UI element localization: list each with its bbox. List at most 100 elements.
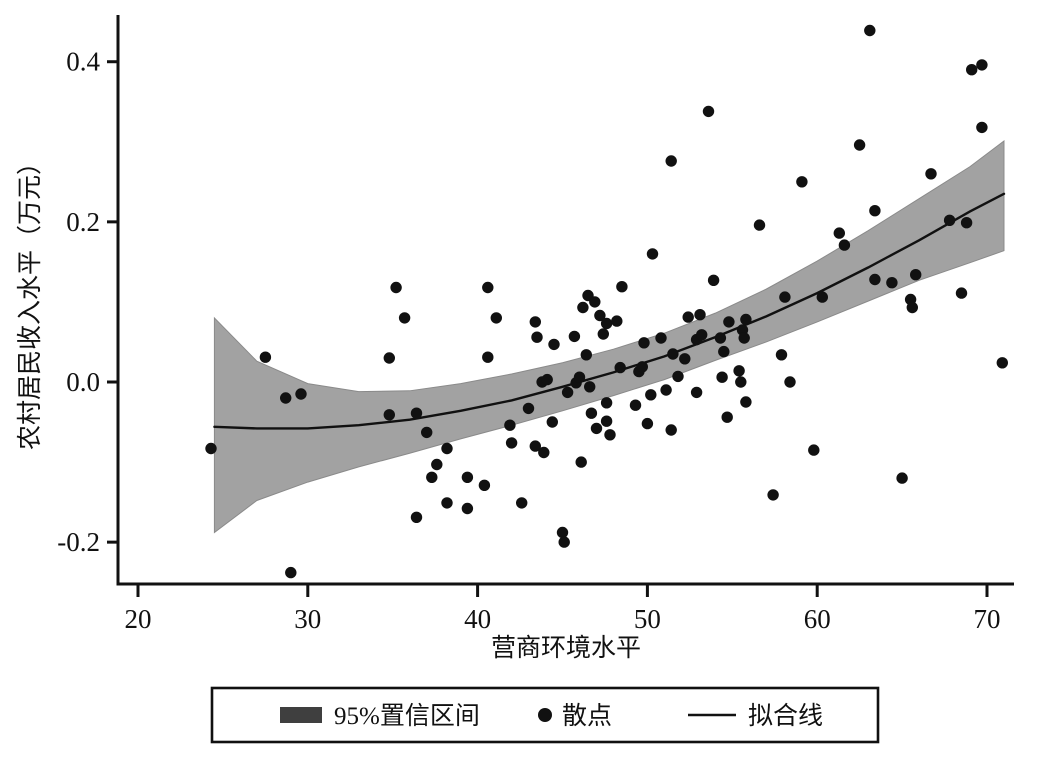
scatter-point [205, 442, 217, 455]
confidence-band [213, 139, 1005, 534]
scatter-point [597, 328, 609, 340]
legend-scatter-label: 散点 [562, 702, 612, 730]
scatter-point [838, 239, 851, 251]
scatter-point [594, 309, 606, 322]
scatter-point [723, 316, 735, 328]
scatter-point [590, 422, 603, 435]
scatter-point [910, 269, 922, 281]
scatter-point [441, 497, 453, 509]
scatter-point [702, 105, 715, 118]
x-tick-label: 60 [804, 604, 831, 634]
scatter-point [753, 219, 766, 231]
scatter-point [960, 217, 973, 229]
scatter-point [886, 277, 898, 289]
scatter-point [285, 566, 297, 579]
scatter-point [738, 332, 750, 344]
scatter-point [707, 274, 720, 286]
scatter-point [816, 291, 828, 303]
scatter-point [646, 248, 659, 260]
scatter-point [629, 399, 642, 411]
scatter-point [775, 349, 788, 361]
scatter-point [410, 511, 423, 523]
x-axis-title: 营商环境水平 [491, 634, 641, 662]
scatter-point [682, 311, 694, 323]
scatter-point [690, 386, 703, 399]
scatter-point [558, 536, 570, 548]
scatter-point [556, 526, 569, 539]
scatter-point [383, 409, 395, 421]
y-tick-label: -0.2 [57, 527, 100, 557]
scatter-point [976, 59, 988, 71]
scatter-point [611, 315, 623, 327]
scatter-point [482, 281, 494, 294]
scatter-point [767, 489, 779, 501]
y-tick-label: 0.0 [66, 367, 100, 397]
scatter-point [808, 444, 820, 456]
scatter-point [955, 287, 968, 299]
scatter-points [205, 24, 1008, 579]
scatter-point [516, 497, 528, 509]
scatter-point [295, 388, 307, 400]
scatter-point [943, 214, 956, 226]
scatter-point [441, 442, 453, 455]
scatter-point [616, 281, 628, 293]
scatter-point [490, 312, 502, 324]
y-axis-title: 农村居民收入水平（万元） [16, 150, 44, 450]
scatter-point [548, 338, 560, 351]
scatter-point [604, 429, 616, 441]
scatter-point [694, 309, 706, 321]
scatter-point [733, 365, 745, 377]
scatter-point [638, 337, 650, 349]
legend-ci-label: 95%置信区间 [334, 702, 480, 730]
scatter-point [600, 317, 613, 330]
scatter-point [522, 402, 535, 415]
scatter-point [541, 373, 553, 386]
scatter-point [561, 386, 574, 399]
scatter-point [585, 407, 598, 419]
fit-line [213, 192, 1006, 430]
scatter-point [740, 313, 752, 326]
scatter-point [784, 376, 796, 388]
x-tick-label: 70 [974, 604, 1001, 634]
scatter-point [600, 415, 613, 427]
scatter-point [546, 416, 558, 428]
scatter-point [716, 371, 728, 383]
scatter-point [482, 351, 494, 363]
scatter-point [426, 471, 438, 483]
legend: 95%置信区间 散点 拟合线 [210, 686, 880, 744]
scatter-point [383, 352, 395, 364]
scatter-point [679, 353, 691, 365]
scatter-point [796, 176, 808, 188]
scatter-point [410, 407, 423, 419]
scatter-point [641, 417, 654, 430]
scatter-point [573, 371, 586, 383]
scatter-point [976, 121, 988, 134]
scatter-point [906, 301, 918, 314]
scatter-point [636, 361, 648, 373]
scatter-point [925, 168, 937, 180]
y-tick-label: 0.2 [66, 207, 100, 237]
scatter-point [398, 312, 411, 324]
y-tick-label: 0.4 [66, 47, 100, 77]
scatter-point [833, 227, 845, 239]
legend-scatter-marker-icon [538, 708, 552, 722]
scatter-point [575, 456, 587, 468]
scatter-point [864, 24, 876, 37]
scatter-point [614, 361, 626, 374]
scatter-point [996, 357, 1008, 369]
scatter-point [672, 370, 684, 383]
scatter-point [645, 389, 657, 401]
scatter-point [966, 63, 978, 76]
scatter-point [779, 291, 791, 303]
scatter-point [740, 396, 752, 408]
scatter-point [580, 349, 592, 361]
scatter-point [461, 471, 474, 483]
x-tick-label: 50 [634, 604, 661, 634]
scatter-point [667, 348, 679, 360]
scatter-point [714, 332, 727, 344]
legend-fitline-label: 拟合线 [748, 702, 823, 730]
scatter-point [718, 345, 730, 358]
